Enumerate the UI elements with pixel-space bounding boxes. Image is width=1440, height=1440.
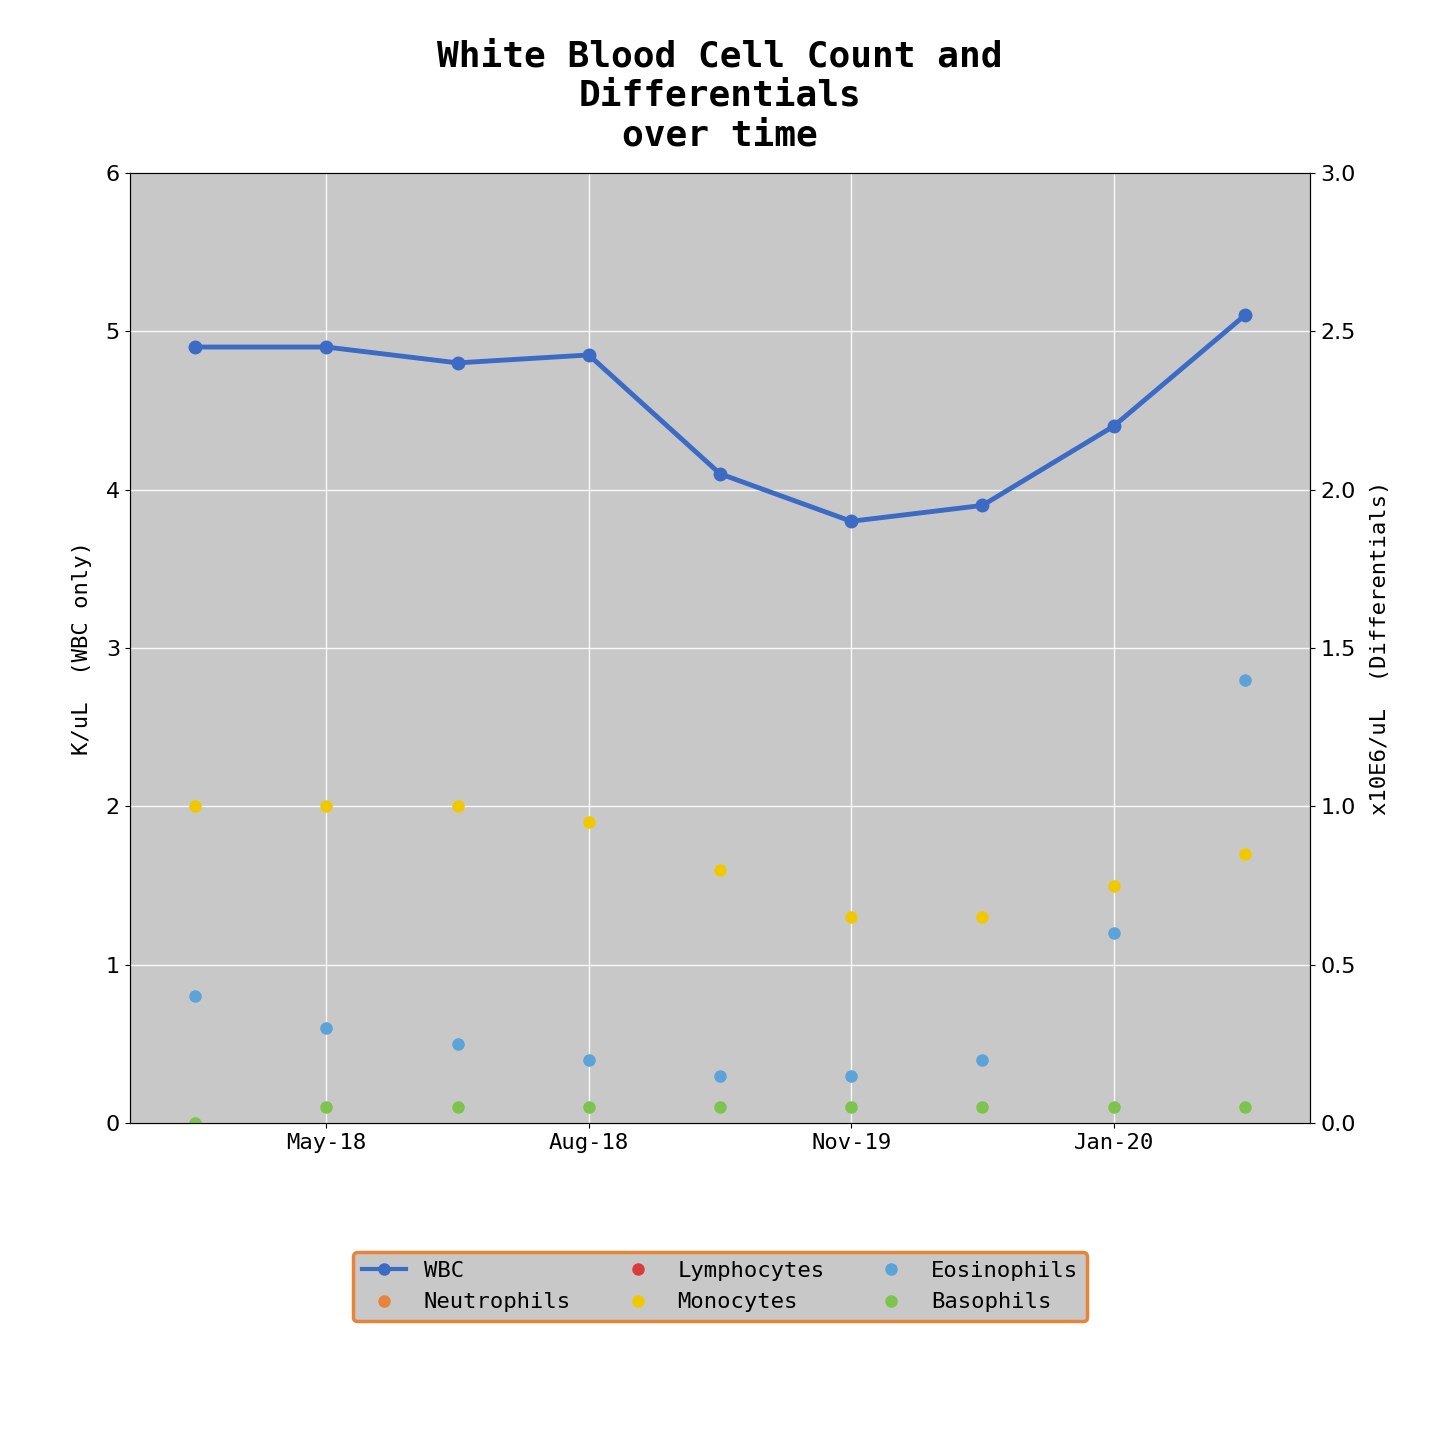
Line: Monocytes: Monocytes xyxy=(190,801,1250,923)
Monocytes xyxy=(973,909,991,926)
Monocytes xyxy=(580,814,598,831)
Eosinophils xyxy=(1104,924,1122,942)
Eosinophils xyxy=(187,988,204,1005)
Line: Eosinophils: Eosinophils xyxy=(190,674,1250,1081)
Basophils xyxy=(449,1099,467,1116)
Eosinophils xyxy=(1236,671,1253,688)
Eosinophils xyxy=(580,1051,598,1068)
Y-axis label: K/uL  (WBC only): K/uL (WBC only) xyxy=(72,541,92,755)
Basophils xyxy=(1104,1099,1122,1116)
Legend: WBC, Neutrophils, Lymphocytes, Monocytes, Eosinophils, Basophils: WBC, Neutrophils, Lymphocytes, Monocytes… xyxy=(353,1253,1087,1320)
Monocytes xyxy=(318,798,336,815)
Line: Neutrophils: Neutrophils xyxy=(190,0,1250,52)
Line: Basophils: Basophils xyxy=(190,1102,1250,1129)
Title: White Blood Cell Count and
Differentials
over time: White Blood Cell Count and Differentials… xyxy=(438,39,1002,153)
Basophils xyxy=(187,1115,204,1132)
WBC xyxy=(1236,307,1253,324)
Monocytes xyxy=(711,861,729,878)
Monocytes xyxy=(187,798,204,815)
Eosinophils xyxy=(318,1020,336,1037)
WBC xyxy=(711,465,729,482)
Basophils xyxy=(318,1099,336,1116)
Neutrophils xyxy=(842,37,860,55)
Eosinophils xyxy=(711,1067,729,1084)
Lymphocytes xyxy=(711,0,729,7)
Basophils xyxy=(973,1099,991,1116)
WBC xyxy=(842,513,860,530)
Monocytes xyxy=(842,909,860,926)
WBC xyxy=(187,338,204,356)
WBC xyxy=(1104,418,1122,435)
Lymphocytes xyxy=(842,37,860,55)
Basophils xyxy=(580,1099,598,1116)
Eosinophils xyxy=(842,1067,860,1084)
WBC xyxy=(580,346,598,363)
Monocytes xyxy=(1236,845,1253,863)
Monocytes xyxy=(1104,877,1122,894)
Basophils xyxy=(842,1099,860,1116)
WBC xyxy=(973,497,991,514)
Line: WBC: WBC xyxy=(189,310,1251,527)
Y-axis label: x10E6/uL  (Differentials): x10E6/uL (Differentials) xyxy=(1369,481,1390,815)
Eosinophils xyxy=(449,1035,467,1053)
Monocytes xyxy=(449,798,467,815)
Eosinophils xyxy=(973,1051,991,1068)
WBC xyxy=(449,354,467,372)
WBC xyxy=(318,338,336,356)
Basophils xyxy=(1236,1099,1253,1116)
Line: Lymphocytes: Lymphocytes xyxy=(190,0,1250,52)
Basophils xyxy=(711,1099,729,1116)
